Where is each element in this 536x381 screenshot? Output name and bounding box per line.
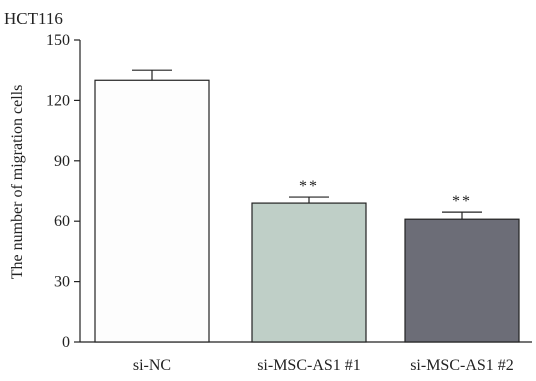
chart-title: HCT116 (4, 9, 63, 28)
y-axis-label: The number of migration cells (9, 85, 26, 280)
bar (404, 218, 520, 343)
significance-label: ** (299, 178, 319, 195)
significance-label: ** (452, 193, 472, 210)
y-tick-label: 30 (54, 274, 70, 291)
x-tick-label: si-NC (133, 357, 171, 374)
y-tick-label: 150 (46, 32, 70, 49)
bars (94, 69, 520, 343)
y-tick-label: 120 (46, 92, 70, 109)
x-tick-label: si-MSC-AS1 #2 (410, 357, 514, 374)
bar (251, 202, 367, 343)
y-tick-label: 90 (54, 153, 70, 170)
x-tick-label: si-MSC-AS1 #1 (257, 357, 361, 374)
y-tick-label: 60 (54, 213, 70, 230)
bar (94, 79, 210, 343)
y-tick-label: 0 (62, 334, 70, 351)
labels: 0 30 60 90 120 150 si-NC ** si-MSC-AS1 #1 ** si-MS… (46, 32, 514, 374)
